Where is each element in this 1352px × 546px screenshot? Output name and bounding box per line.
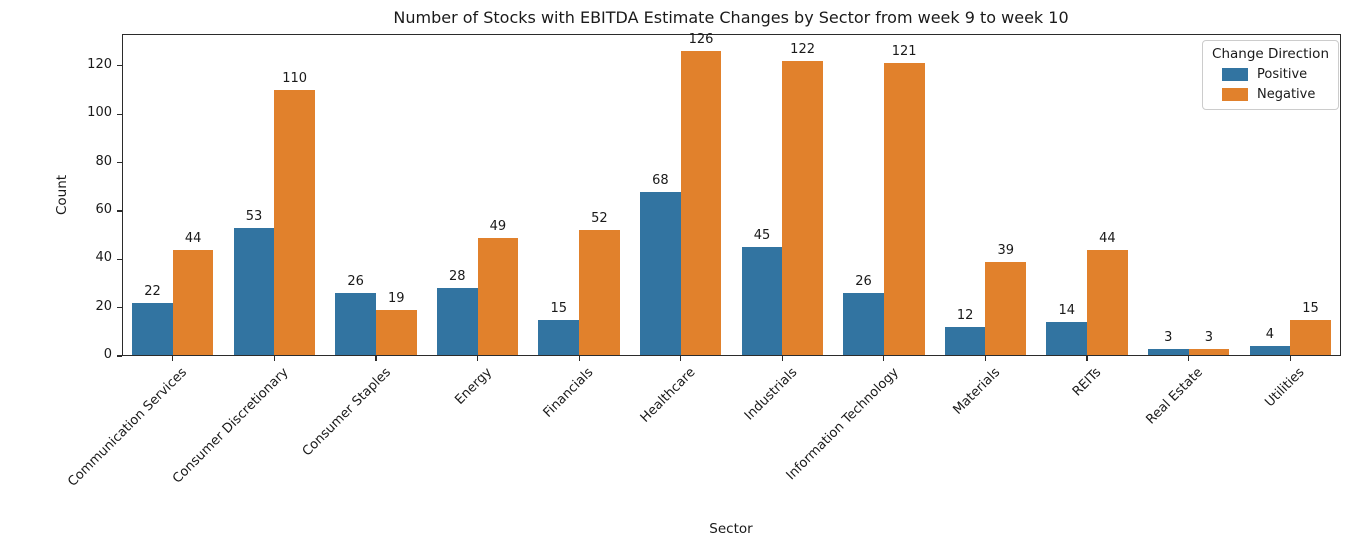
x-axis-tick bbox=[273, 356, 275, 361]
legend-swatch-negative bbox=[1222, 88, 1249, 101]
legend: Change Direction Positive Negative bbox=[1202, 40, 1339, 110]
bar-value-label: 44 bbox=[184, 230, 202, 246]
bar-value-label: 15 bbox=[1302, 300, 1319, 316]
x-axis-tick-label: Industrials bbox=[741, 365, 800, 424]
x-axis-tick-label: Real Estate bbox=[1143, 365, 1207, 428]
bar-positive bbox=[640, 191, 681, 355]
bar-negative bbox=[883, 63, 925, 355]
legend-title: Change Direction bbox=[1212, 46, 1329, 62]
x-axis-tick-label: REITs bbox=[1070, 365, 1105, 400]
legend-label: Negative bbox=[1257, 87, 1316, 102]
plot-area bbox=[122, 34, 1341, 356]
bar-positive bbox=[436, 288, 478, 355]
bar-positive bbox=[944, 326, 986, 355]
x-axis-tick-label: Energy bbox=[452, 365, 496, 408]
x-axis-tick-label: Consumer Discretionary bbox=[170, 365, 292, 487]
bar-negative bbox=[375, 310, 417, 355]
bar-positive bbox=[132, 302, 173, 355]
y-axis-tick bbox=[117, 65, 122, 67]
x-axis-tick-label: Consumer Staples bbox=[299, 365, 394, 460]
bar-negative bbox=[680, 51, 722, 355]
legend-label: Positive bbox=[1257, 67, 1308, 82]
y-axis-tick-label: 80 bbox=[95, 153, 112, 169]
bar-negative bbox=[579, 230, 620, 355]
bar-value-label: 45 bbox=[753, 228, 771, 244]
bar-value-label: 121 bbox=[891, 44, 917, 60]
bar-value-label: 4 bbox=[1265, 327, 1275, 343]
bar-value-label: 22 bbox=[144, 283, 161, 299]
y-axis-tick-label: 100 bbox=[87, 105, 112, 121]
bar-positive bbox=[1046, 322, 1088, 355]
bar-positive bbox=[335, 293, 376, 355]
x-axis-tick bbox=[781, 356, 783, 361]
bar-negative bbox=[172, 249, 214, 355]
bar-negative bbox=[1188, 348, 1230, 355]
bar-negative bbox=[985, 261, 1027, 355]
x-axis-tick-label: Utilities bbox=[1262, 365, 1308, 411]
bar-value-label: 68 bbox=[652, 172, 669, 188]
y-axis-tick bbox=[117, 162, 122, 164]
x-axis-tick bbox=[172, 356, 174, 361]
legend-swatch-positive bbox=[1222, 68, 1249, 81]
bar-positive bbox=[1249, 346, 1291, 355]
y-axis-tick-label: 120 bbox=[87, 56, 112, 72]
y-axis-tick-label: 20 bbox=[95, 298, 112, 314]
x-axis-tick bbox=[1289, 356, 1291, 361]
bar-value-label: 44 bbox=[1099, 230, 1116, 246]
bar-value-label: 52 bbox=[591, 211, 608, 227]
x-axis-tick bbox=[883, 356, 885, 361]
bar-negative bbox=[274, 90, 315, 355]
y-axis-tick-label: 0 bbox=[103, 347, 112, 362]
bar-value-label: 122 bbox=[790, 42, 815, 58]
x-axis-tick bbox=[680, 356, 682, 361]
bar-positive bbox=[538, 319, 580, 355]
y-axis-tick bbox=[117, 113, 122, 115]
y-axis-tick-label: 40 bbox=[95, 250, 112, 266]
x-axis-tick-label: Materials bbox=[950, 365, 1004, 418]
x-axis-tick-label: Healthcare bbox=[637, 365, 699, 426]
y-axis-tick-label: 60 bbox=[95, 201, 112, 217]
y-axis-tick bbox=[117, 307, 122, 309]
bar-value-label: 126 bbox=[688, 32, 714, 48]
y-axis-tick bbox=[117, 355, 122, 357]
x-axis-label: Sector bbox=[709, 521, 753, 537]
x-axis-tick bbox=[1188, 356, 1190, 361]
x-axis-tick-label: Communication Services bbox=[65, 365, 191, 490]
bar-negative bbox=[1087, 249, 1128, 355]
y-axis-tick bbox=[117, 210, 122, 212]
bar-positive bbox=[233, 227, 275, 355]
x-axis-tick bbox=[984, 356, 987, 361]
bar-negative bbox=[782, 61, 823, 355]
y-axis-tick bbox=[117, 258, 122, 260]
legend-entry-negative: Negative bbox=[1212, 87, 1329, 102]
bar-value-label: 110 bbox=[282, 71, 308, 87]
bar-negative bbox=[1290, 319, 1331, 355]
bar-value-label: 26 bbox=[855, 274, 872, 290]
bar-positive bbox=[843, 293, 884, 355]
x-axis-tick bbox=[476, 356, 479, 361]
bar-positive bbox=[1147, 348, 1189, 355]
bar-value-label: 49 bbox=[489, 218, 507, 234]
x-axis-tick bbox=[1086, 356, 1088, 361]
bar-value-label: 19 bbox=[387, 291, 405, 307]
bar-value-label: 3 bbox=[1204, 329, 1214, 345]
bar-value-label: 26 bbox=[347, 274, 364, 290]
x-axis-tick-label: Financials bbox=[541, 365, 597, 421]
legend-entry-positive: Positive bbox=[1212, 67, 1329, 82]
y-axis-label: Count bbox=[54, 174, 70, 216]
bar-value-label: 15 bbox=[550, 300, 568, 316]
x-axis-tick bbox=[578, 356, 580, 361]
bar-value-label: 53 bbox=[245, 208, 263, 224]
bar-value-label: 14 bbox=[1058, 303, 1075, 319]
x-axis-tick bbox=[375, 356, 377, 361]
bar-positive bbox=[741, 247, 783, 355]
bar-value-label: 39 bbox=[997, 242, 1015, 258]
bar-value-label: 3 bbox=[1164, 329, 1173, 345]
bar-value-label: 28 bbox=[448, 269, 466, 285]
x-axis-tick-label: Information Technology bbox=[783, 365, 902, 484]
bar-negative bbox=[477, 237, 519, 355]
bar-value-label: 12 bbox=[956, 307, 974, 323]
chart-title: Number of Stocks with EBITDA Estimate Ch… bbox=[393, 8, 1069, 27]
